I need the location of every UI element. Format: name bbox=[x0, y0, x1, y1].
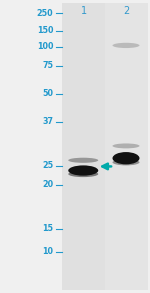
Ellipse shape bbox=[112, 152, 140, 164]
Text: 37: 37 bbox=[42, 117, 53, 126]
Text: 100: 100 bbox=[37, 42, 53, 51]
Text: 75: 75 bbox=[42, 62, 53, 70]
Ellipse shape bbox=[68, 165, 98, 176]
Text: 150: 150 bbox=[37, 26, 53, 35]
Ellipse shape bbox=[68, 158, 98, 163]
Text: 10: 10 bbox=[42, 248, 53, 256]
Ellipse shape bbox=[112, 144, 140, 148]
Ellipse shape bbox=[112, 43, 140, 48]
Ellipse shape bbox=[112, 159, 140, 165]
Bar bbox=[105, 3, 148, 290]
Text: 25: 25 bbox=[42, 161, 53, 170]
Text: 50: 50 bbox=[42, 89, 53, 98]
Text: 250: 250 bbox=[37, 9, 53, 18]
Text: 2: 2 bbox=[123, 6, 129, 16]
Text: 20: 20 bbox=[42, 180, 53, 189]
Text: 1: 1 bbox=[81, 6, 87, 16]
Text: 15: 15 bbox=[42, 224, 53, 233]
Bar bbox=[62, 3, 105, 290]
Ellipse shape bbox=[68, 171, 98, 177]
